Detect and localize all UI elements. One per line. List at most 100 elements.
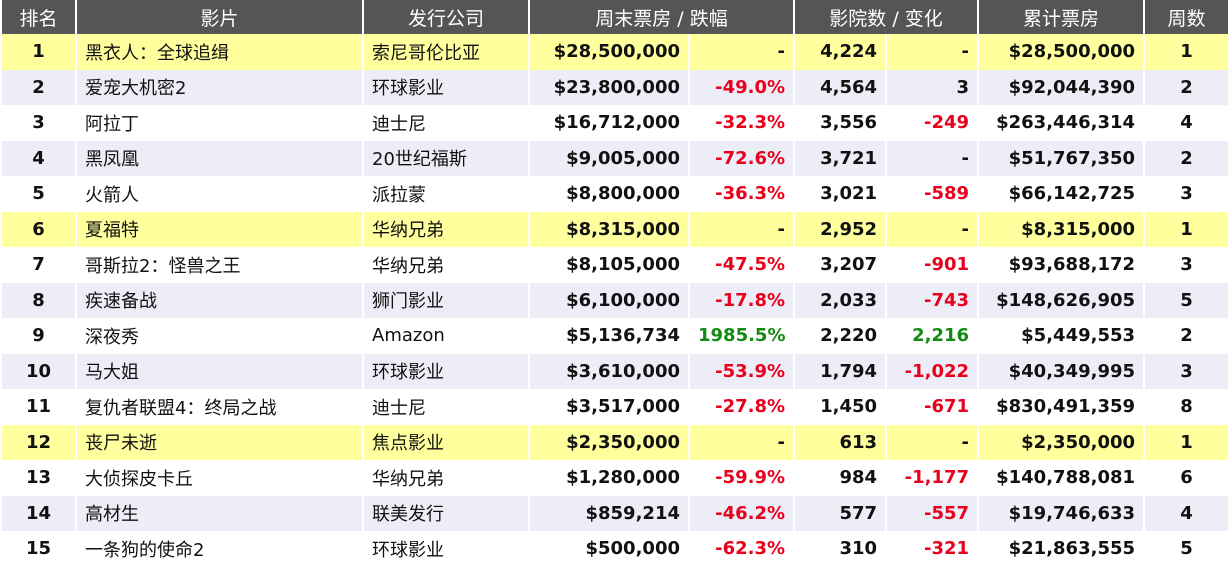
table-cell: 华纳兄弟 — [362, 247, 530, 283]
table-cell: 环球影业 — [362, 353, 530, 389]
table-cell: 环球影业 — [362, 69, 530, 105]
header-cell: 发行公司 — [362, 0, 530, 34]
table-cell: 迪士尼 — [362, 105, 530, 141]
table-cell: 3 — [1143, 247, 1228, 283]
table-cell: 3 — [0, 105, 77, 141]
table-cell: 1 — [1143, 34, 1228, 70]
table-cell: 狮门影业 — [362, 282, 530, 318]
table-row: 13 大侦探皮卡丘 华纳兄弟 $1,280,000 -59.9% 984 -1,177 $14… — [0, 460, 1228, 496]
table-cell: 3 — [885, 69, 980, 105]
table-cell: $3,517,000 — [528, 389, 690, 425]
table-cell: 联美发行 — [362, 495, 530, 531]
table-cell: $2,350,000 — [977, 424, 1146, 460]
table-cell: 12 — [0, 424, 77, 460]
table-row: 4 黑凤凰 20世纪福斯 $9,005,000 -72.6% 3,721- $51,767,… — [0, 140, 1228, 176]
table-cell: -321 — [885, 531, 980, 567]
table-cell: -1,177 — [885, 460, 980, 496]
table-cell: -49.0% — [687, 69, 796, 105]
table-cell: $5,136,734 — [528, 318, 690, 354]
table-cell: $19,746,633 — [977, 495, 1146, 531]
table-cell: -47.5% — [687, 247, 796, 283]
table-cell: 4,564 — [793, 69, 888, 105]
table-cell: 2,033 — [793, 282, 888, 318]
table-cell: 984 — [793, 460, 888, 496]
table-cell: 3,721 — [793, 140, 888, 176]
table-cell: 2 — [1143, 69, 1228, 105]
table-cell: 310 — [793, 531, 888, 567]
table-cell: -17.8% — [687, 282, 796, 318]
table-cell: $40,349,995 — [977, 353, 1146, 389]
table-cell: 13 — [0, 460, 77, 496]
table-cell: 9 — [0, 318, 77, 354]
table-cell: $2,350,000 — [528, 424, 690, 460]
table-cell: 派拉蒙 — [362, 176, 530, 212]
table-cell: Amazon — [362, 318, 530, 354]
table-cell: -249 — [885, 105, 980, 141]
table-cell: 疾速备战 — [75, 282, 364, 318]
table-cell: $66,142,725 — [977, 176, 1146, 212]
table-cell: 3 — [1143, 176, 1228, 212]
table-cell: $6,100,000 — [528, 282, 690, 318]
table-cell: - — [885, 211, 980, 247]
table-cell: $8,800,000 — [528, 176, 690, 212]
table-cell: $92,044,390 — [977, 69, 1146, 105]
table-cell: 613 — [793, 424, 888, 460]
table-body: 1 黑衣人：全球追缉 索尼哥伦比亚 $28,500,000-4,224- $28,500… — [0, 34, 1228, 567]
table-cell: -743 — [885, 282, 980, 318]
table-cell: $28,500,000 — [528, 34, 690, 70]
table-cell: 6 — [1143, 460, 1228, 496]
table-cell: 10 — [0, 353, 77, 389]
table-cell: 爱宠大机密2 — [75, 69, 364, 105]
table-row: 7 哥斯拉2：怪兽之王 华纳兄弟 $8,105,000 -47.5% 3,207 -901 $… — [0, 247, 1228, 283]
table-cell: -589 — [885, 176, 980, 212]
table-cell: $148,626,905 — [977, 282, 1146, 318]
table-cell: -1,022 — [885, 353, 980, 389]
table-cell: 3,207 — [793, 247, 888, 283]
header-cell: 累计票房 — [977, 0, 1146, 34]
table-row: 5 火箭人 派拉蒙 $8,800,000 -36.3% 3,021 -589 $66,142,… — [0, 176, 1228, 212]
table-cell: 11 — [0, 389, 77, 425]
table-cell: -72.6% — [687, 140, 796, 176]
table-cell: 大侦探皮卡丘 — [75, 460, 364, 496]
table-cell: $21,863,555 — [977, 531, 1146, 567]
table-cell: 哥斯拉2：怪兽之王 — [75, 247, 364, 283]
table-cell: 迪士尼 — [362, 389, 530, 425]
table-cell: 5 — [0, 176, 77, 212]
table-cell: $8,105,000 — [528, 247, 690, 283]
table-cell: $500,000 — [528, 531, 690, 567]
table-cell: 阿拉丁 — [75, 105, 364, 141]
table-cell: - — [885, 140, 980, 176]
table-cell: 4 — [1143, 495, 1228, 531]
table-row: 6 夏福特 华纳兄弟 $8,315,000-2,952- $8,315,000 1 — [0, 211, 1228, 247]
table-cell: $8,315,000 — [528, 211, 690, 247]
table-cell: 3,021 — [793, 176, 888, 212]
table-cell: $93,688,172 — [977, 247, 1146, 283]
table-cell: 4 — [0, 140, 77, 176]
table-row: 1 黑衣人：全球追缉 索尼哥伦比亚 $28,500,000-4,224- $28,500… — [0, 34, 1228, 70]
table-cell: -36.3% — [687, 176, 796, 212]
table-cell: 20世纪福斯 — [362, 140, 530, 176]
table-cell: $8,315,000 — [977, 211, 1146, 247]
table-cell: 2,216 — [885, 318, 980, 354]
header-cell: 周末票房 / 跌幅 — [527, 0, 796, 34]
table-cell: -59.9% — [687, 460, 796, 496]
table-cell: - — [687, 211, 796, 247]
table-cell: $28,500,000 — [977, 34, 1146, 70]
table-cell: 6 — [0, 211, 77, 247]
table-cell: 1 — [1143, 424, 1228, 460]
table-cell: 8 — [1143, 389, 1228, 425]
table-cell: 焦点影业 — [362, 424, 530, 460]
table-cell: 4,224 — [793, 34, 888, 70]
table-cell: 丧尸未逝 — [75, 424, 364, 460]
table-cell: 火箭人 — [75, 176, 364, 212]
table-cell: 4 — [1143, 105, 1228, 141]
table-cell: 华纳兄弟 — [362, 211, 530, 247]
table-cell: 1,794 — [793, 353, 888, 389]
table-cell: -53.9% — [687, 353, 796, 389]
table-cell: 1,450 — [793, 389, 888, 425]
header-cell: 排名 — [0, 0, 77, 34]
table-cell: 2 — [0, 69, 77, 105]
table-cell: 2,952 — [793, 211, 888, 247]
table-cell: 黑凤凰 — [75, 140, 364, 176]
table-cell: $263,446,314 — [977, 105, 1146, 141]
